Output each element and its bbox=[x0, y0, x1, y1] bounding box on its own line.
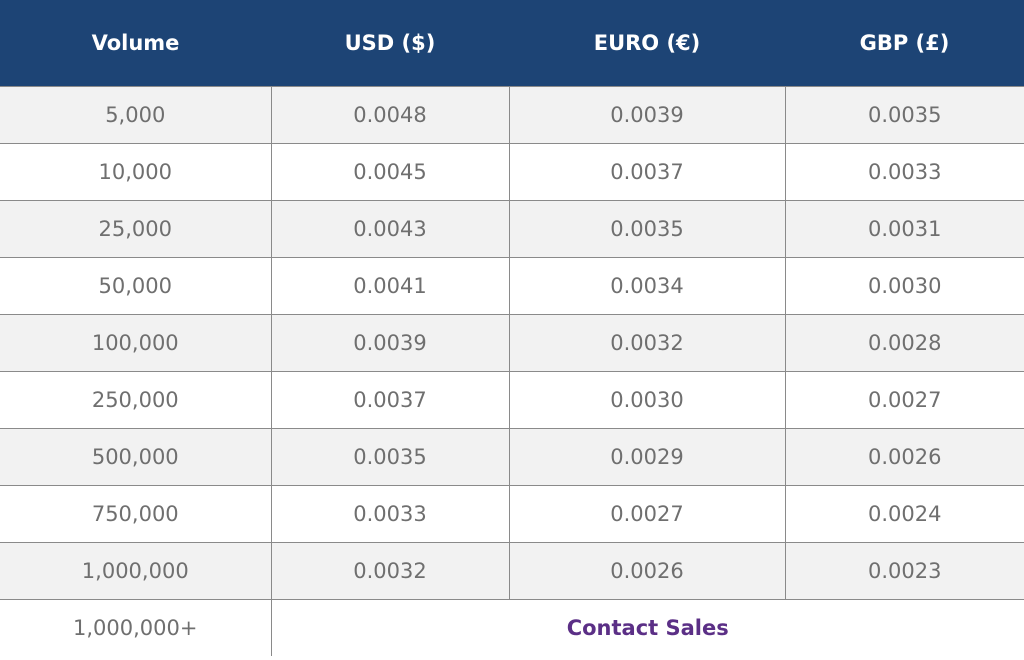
euro-price-cell: 0.0039 bbox=[508, 86, 786, 144]
euro-price-cell: 0.0035 bbox=[508, 200, 786, 258]
usd-price-cell: 0.0037 bbox=[270, 371, 510, 429]
gbp-price-cell: 0.0026 bbox=[784, 428, 1024, 486]
euro-price-cell: 0.0029 bbox=[508, 428, 786, 486]
volume-cell: 25,000 bbox=[0, 200, 272, 258]
euro-price-cell: 0.0026 bbox=[508, 542, 786, 600]
euro-price-cell: 0.0037 bbox=[508, 143, 786, 201]
table-row: 500,000 0.0035 0.0029 0.0026 bbox=[0, 428, 1024, 486]
volume-cell: 50,000 bbox=[0, 257, 272, 315]
table-row: 250,000 0.0037 0.0030 0.0027 bbox=[0, 371, 1024, 429]
volume-cell: 500,000 bbox=[0, 428, 272, 486]
contact-sales-link[interactable]: Contact Sales bbox=[566, 616, 729, 640]
volume-cell: 250,000 bbox=[0, 371, 272, 429]
usd-price-cell: 0.0048 bbox=[270, 86, 510, 144]
euro-price-cell: 0.0030 bbox=[508, 371, 786, 429]
table-row: 750,000 0.0033 0.0027 0.0024 bbox=[0, 485, 1024, 543]
gbp-price-cell: 0.0023 bbox=[784, 542, 1024, 600]
table-row: 50,000 0.0041 0.0034 0.0030 bbox=[0, 257, 1024, 315]
header-row: Volume USD ($) EURO (€) GBP (£) bbox=[0, 0, 1024, 87]
volume-cell: 10,000 bbox=[0, 143, 272, 201]
table-row: 25,000 0.0043 0.0035 0.0031 bbox=[0, 200, 1024, 258]
volume-cell: 100,000 bbox=[0, 314, 272, 372]
usd-price-cell: 0.0041 bbox=[270, 257, 510, 315]
usd-price-cell: 0.0035 bbox=[270, 428, 510, 486]
usd-price-cell: 0.0045 bbox=[270, 143, 510, 201]
gbp-price-cell: 0.0031 bbox=[784, 200, 1024, 258]
usd-price-cell: 0.0043 bbox=[270, 200, 510, 258]
gbp-price-cell: 0.0027 bbox=[784, 371, 1024, 429]
table-row: 5,000 0.0048 0.0039 0.0035 bbox=[0, 86, 1024, 144]
column-header-usd: USD ($) bbox=[271, 0, 509, 87]
gbp-price-cell: 0.0033 bbox=[784, 143, 1024, 201]
table-row-contact: 1,000,000+ Contact Sales bbox=[0, 599, 1024, 656]
gbp-price-cell: 0.0030 bbox=[784, 257, 1024, 315]
euro-price-cell: 0.0034 bbox=[508, 257, 786, 315]
usd-price-cell: 0.0039 bbox=[270, 314, 510, 372]
column-header-volume: Volume bbox=[0, 0, 271, 87]
volume-cell: 750,000 bbox=[0, 485, 272, 543]
volume-cell: 5,000 bbox=[0, 86, 272, 144]
table-row: 1,000,000 0.0032 0.0026 0.0023 bbox=[0, 542, 1024, 600]
table-row: 100,000 0.0039 0.0032 0.0028 bbox=[0, 314, 1024, 372]
contact-sales-cell: Contact Sales bbox=[270, 599, 1024, 656]
euro-price-cell: 0.0032 bbox=[508, 314, 786, 372]
usd-price-cell: 0.0032 bbox=[270, 542, 510, 600]
gbp-price-cell: 0.0024 bbox=[784, 485, 1024, 543]
usd-price-cell: 0.0033 bbox=[270, 485, 510, 543]
column-header-euro: EURO (€) bbox=[509, 0, 785, 87]
table-row: 10,000 0.0045 0.0037 0.0033 bbox=[0, 143, 1024, 201]
volume-cell: 1,000,000+ bbox=[0, 599, 272, 656]
volume-cell: 1,000,000 bbox=[0, 542, 272, 600]
gbp-price-cell: 0.0028 bbox=[784, 314, 1024, 372]
euro-price-cell: 0.0027 bbox=[508, 485, 786, 543]
column-header-gbp: GBP (£) bbox=[785, 0, 1024, 87]
gbp-price-cell: 0.0035 bbox=[784, 86, 1024, 144]
